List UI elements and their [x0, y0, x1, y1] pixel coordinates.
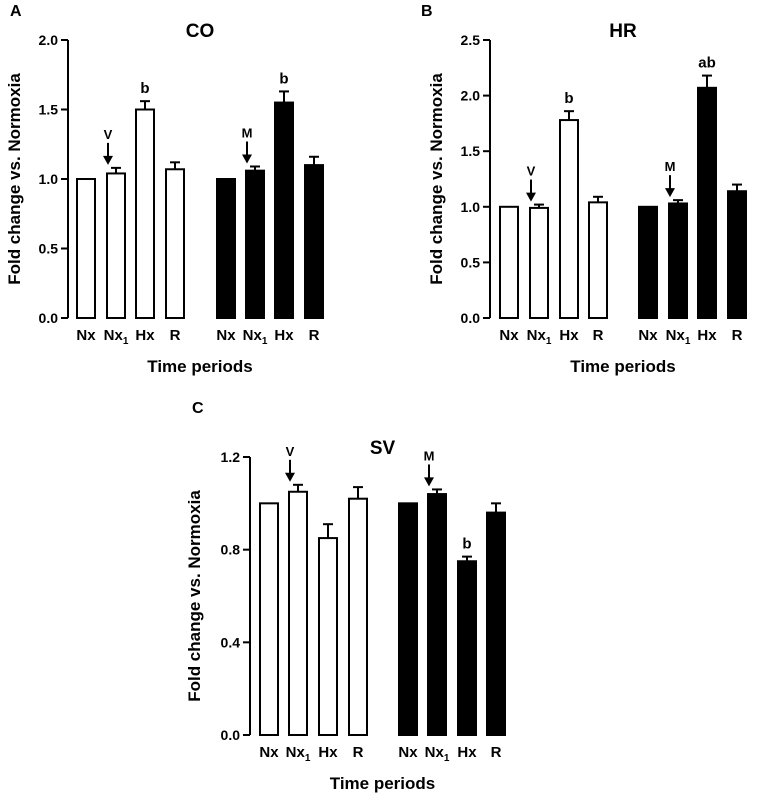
bar [274, 101, 294, 319]
arrow-label: M [665, 159, 676, 174]
bar [106, 172, 126, 319]
bar [588, 201, 608, 320]
x-tick-label: R [593, 327, 604, 344]
chart-panel-b: B HR 0.0 0.5 1.0 1.5 2.0 2.5 Fold change vs. Nor… [421, 3, 747, 376]
significance-label: b [140, 80, 149, 97]
x-tick-label: R [732, 327, 743, 344]
bar [318, 537, 338, 736]
bar [348, 497, 368, 737]
chart-title: SV [370, 438, 396, 459]
panel-letter: C [192, 400, 204, 417]
x-tick-label: Nx1 [527, 327, 552, 347]
chart-panel-a: A CO 0.0 0.5 1.0 1.5 2.0 Fold change vs. Normox… [5, 3, 324, 376]
arrow-label: M [242, 125, 253, 140]
x-tick-label: Hx [697, 327, 717, 344]
arrow-head [424, 477, 434, 487]
y-axis-title: Fold change vs. Normoxia [427, 73, 446, 285]
x-tick-label: Nx [259, 744, 279, 761]
y-tick-label: 1.0 [39, 171, 59, 187]
x-tick-label: Nx [76, 327, 96, 344]
arrow-label: V [104, 127, 113, 142]
x-tick-label: R [491, 744, 502, 761]
bar [727, 190, 747, 319]
bar [245, 169, 265, 319]
y-tick-label: 0.5 [39, 241, 59, 257]
chart-title: CO [186, 21, 215, 42]
bar [76, 178, 96, 319]
x-tick-label: Hx [274, 327, 294, 344]
bar [499, 205, 519, 319]
x-tick-label: R [309, 327, 320, 344]
arrow-head [242, 154, 252, 164]
arrow-head [665, 188, 675, 198]
y-tick-label: 0.5 [461, 254, 481, 270]
y-tick-label: 1.5 [461, 143, 481, 159]
bar [457, 560, 477, 736]
bar [668, 202, 688, 320]
x-tick-label: R [353, 744, 364, 761]
significance-label: b [279, 70, 288, 87]
arrow-head [526, 192, 536, 202]
y-tick-label: 1.5 [39, 102, 59, 118]
bar [427, 493, 447, 737]
arrow-label: V [286, 444, 295, 459]
y-axis-title: Fold change vs. Normoxia [5, 73, 24, 285]
x-tick-label: Nx1 [286, 744, 311, 764]
bar [697, 86, 717, 320]
x-tick-label: Hx [457, 744, 477, 761]
bar [638, 205, 658, 319]
bar [486, 511, 506, 736]
y-tick-label: 2.0 [39, 32, 59, 48]
x-axis-title: Time periods [330, 774, 436, 793]
x-axis-title: Time periods [147, 357, 253, 376]
arrow-head [285, 472, 295, 482]
bar [398, 502, 418, 737]
x-tick-label: Nx1 [425, 744, 450, 764]
panel-letter: B [421, 3, 433, 20]
bar [135, 108, 155, 319]
significance-label: b [564, 90, 573, 107]
bar [559, 119, 579, 320]
bar [259, 502, 279, 737]
x-axis-title: Time periods [570, 357, 676, 376]
bar [165, 168, 185, 319]
x-tick-label: R [170, 327, 181, 344]
y-tick-label: 0.0 [221, 727, 241, 743]
y-tick-label: 0.0 [39, 310, 59, 326]
y-axis-title: Fold change vs. Normoxia [185, 490, 204, 702]
significance-label: ab [698, 55, 716, 72]
bar [304, 164, 324, 319]
significance-label: b [462, 536, 471, 553]
bar [216, 178, 236, 319]
x-tick-label: Nx [216, 327, 236, 344]
y-tick-label: 0.8 [221, 542, 241, 558]
chart-title: HR [609, 21, 637, 42]
x-tick-label: Nx [398, 744, 418, 761]
y-tick-label: 0.4 [221, 634, 241, 650]
y-tick-label: 2.0 [461, 88, 481, 104]
y-tick-label: 1.0 [461, 199, 481, 215]
arrow-head [103, 155, 113, 165]
chart-panel-c: C SV 0.0 0.4 0.8 1.2 Fold change vs. Normoxia N… [185, 400, 506, 793]
x-tick-label: Nx [638, 327, 658, 344]
x-tick-label: Hx [318, 744, 338, 761]
x-tick-label: Nx [499, 327, 519, 344]
x-tick-label: Nx1 [243, 327, 268, 347]
x-tick-label: Hx [559, 327, 579, 344]
y-tick-label: 0.0 [461, 310, 481, 326]
y-tick-label: 2.5 [461, 32, 481, 48]
bar [288, 490, 308, 736]
y-tick-label: 1.2 [221, 449, 241, 465]
arrow-label: M [424, 448, 435, 463]
x-tick-label: Nx1 [104, 327, 129, 347]
arrow-label: V [527, 164, 536, 179]
x-tick-label: Nx1 [666, 327, 691, 347]
bar [529, 206, 549, 319]
x-tick-label: Hx [135, 327, 155, 344]
panel-letter: A [10, 3, 22, 20]
